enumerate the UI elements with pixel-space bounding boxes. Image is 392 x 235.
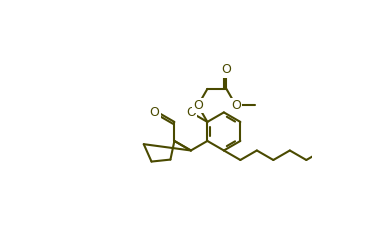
Text: O: O	[186, 106, 196, 119]
Text: O: O	[221, 63, 231, 76]
Text: O: O	[231, 99, 241, 112]
Text: O: O	[193, 99, 203, 112]
Text: O: O	[149, 106, 160, 119]
